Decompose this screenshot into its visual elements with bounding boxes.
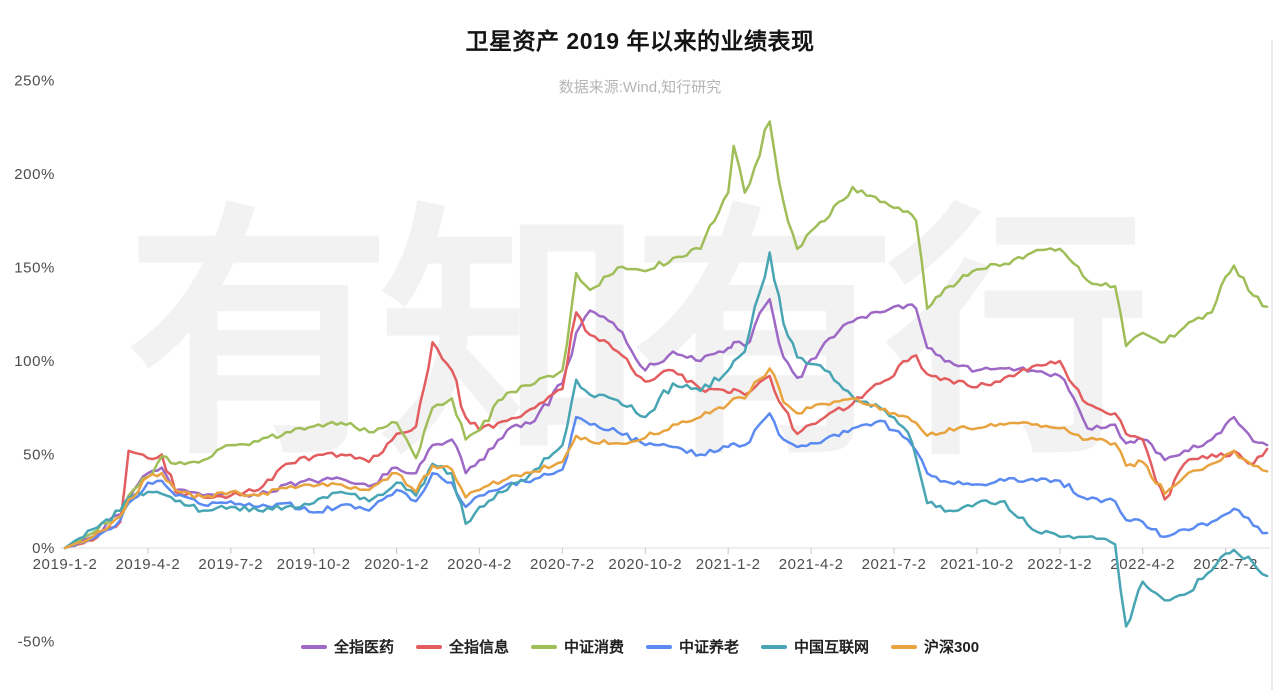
legend-label-elderly-care: 中证养老 — [678, 639, 739, 656]
x-axis-label: 2021-7-2 — [862, 556, 927, 573]
x-axis-label: 2020-7-2 — [530, 556, 595, 573]
legend-label-pharma: 全指医药 — [333, 639, 394, 656]
legend-swatch-info-tech — [415, 644, 442, 649]
series-line-china-internet — [63, 251, 1269, 628]
legend: 全指医药 全指信息 中证消费 中证养老 中国互联网 沪深300 — [0, 636, 1280, 657]
y-axis-label: 250% — [14, 73, 55, 90]
x-axis-label: 2019-4-2 — [115, 556, 180, 573]
x-axis-label: 2020-10-2 — [608, 556, 682, 573]
series-line-elderly-care — [63, 412, 1269, 550]
x-axis-label: 2020-4-2 — [447, 556, 512, 573]
x-axis-label: 2019-10-2 — [277, 556, 351, 573]
x-axis-label: 2019-1-2 — [33, 556, 98, 573]
series-line-info-tech — [63, 311, 1269, 550]
chart-subtitle: 数据来源:Wind,知行研究 — [558, 79, 722, 96]
legend-swatch-pharma — [300, 644, 327, 649]
legend-swatch-elderly-care — [645, 644, 672, 649]
x-axis-label: 2022-1-2 — [1027, 556, 1092, 573]
legend-item-consumer: 中证消费 — [530, 636, 624, 657]
x-axis-label: 2021-1-2 — [696, 556, 761, 573]
y-axis-label: 200% — [14, 166, 55, 183]
x-axis-label: 2022-7-2 — [1193, 556, 1258, 573]
y-axis-label: 150% — [14, 260, 55, 277]
legend-item-pharma: 全指医药 — [300, 636, 394, 657]
x-axis-label: 2022-4-2 — [1110, 556, 1175, 573]
chart-title: 卫星资产 2019 年以来的业绩表现 — [465, 28, 815, 54]
y-axis-label: 50% — [23, 447, 55, 464]
y-axis-label: -50% — [18, 634, 55, 651]
x-axis-label: 2019-7-2 — [198, 556, 263, 573]
legend-label-csi300: 沪深300 — [924, 639, 980, 656]
series-line-csi300 — [63, 367, 1269, 550]
legend-swatch-consumer — [530, 644, 557, 649]
legend-item-info-tech: 全指信息 — [415, 636, 509, 657]
legend-item-elderly-care: 中证养老 — [645, 636, 739, 657]
y-axis-label: 100% — [14, 353, 55, 370]
y-axis-label: 0% — [32, 540, 55, 557]
series-line-consumer — [63, 120, 1269, 550]
x-axis-label: 2020-1-2 — [364, 556, 429, 573]
legend-item-csi300: 沪深300 — [891, 636, 979, 657]
legend-label-info-tech: 全指信息 — [448, 639, 509, 656]
legend-swatch-csi300 — [891, 644, 918, 649]
x-axis-label: 2021-4-2 — [779, 556, 844, 573]
legend-item-china-internet: 中国互联网 — [761, 636, 869, 657]
legend-swatch-china-internet — [761, 644, 787, 649]
brand-watermark: 有知有行 — [126, 189, 1146, 485]
x-axis-label: 2021-10-2 — [940, 556, 1014, 573]
series-line-pharma — [63, 298, 1269, 550]
legend-label-consumer: 中证消费 — [563, 639, 624, 656]
legend-label-china-internet: 中国互联网 — [794, 639, 870, 656]
